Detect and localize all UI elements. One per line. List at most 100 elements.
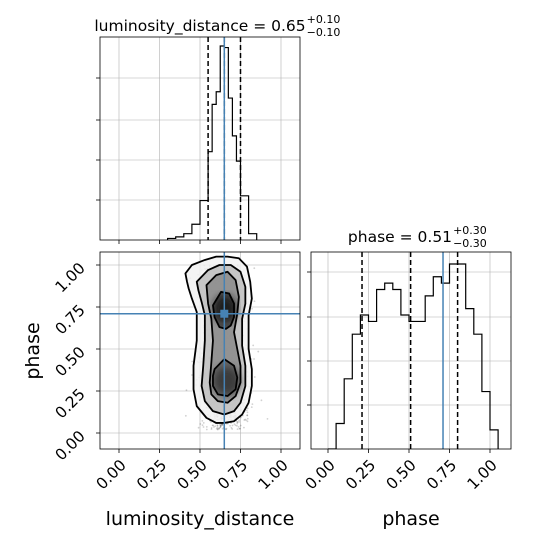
phase-title: phase = 0.51: [348, 228, 452, 246]
scatter-point: [244, 418, 247, 421]
scatter-point: [221, 423, 224, 426]
scatter-point: [245, 409, 248, 412]
scatter-point: [240, 416, 242, 419]
y-tick-label-phase: 0.00: [52, 427, 89, 464]
truth-marker: [220, 309, 229, 318]
scatter-point: [266, 417, 269, 420]
scatter-point: [219, 424, 222, 427]
2d-density-frame: [99, 251, 301, 450]
scatter-point: [233, 423, 236, 426]
y-tick-label-phase: 0.25: [52, 385, 89, 422]
ld-histogram-ticks: [96, 77, 282, 244]
scatter-point: [251, 307, 253, 310]
phase-histogram-ticks: [307, 271, 491, 453]
scatter-point: [236, 421, 239, 424]
scatter-point: [243, 419, 246, 421]
x-tick-label-phase: 1.00: [464, 456, 501, 493]
scatter-point: [250, 406, 253, 409]
x-tick-label-phase: 0.75: [423, 456, 460, 493]
scatter-point: [221, 424, 224, 427]
panel-phase-histogram: [307, 251, 512, 453]
scatter-point: [215, 427, 218, 430]
scatter-point: [199, 423, 202, 425]
ld-title: luminosity_distance = 0.65: [94, 17, 305, 36]
scatter-point: [252, 344, 255, 347]
scatter-point: [234, 424, 237, 427]
scatter-point: [220, 423, 223, 426]
ld-histogram-marks: [167, 37, 258, 240]
scatter-point: [201, 424, 204, 427]
panel-ld-histogram: [96, 36, 301, 244]
x-tick-label-phase: 0.00: [302, 456, 339, 493]
scatter-point: [225, 428, 228, 431]
x-tick-label-phase: 0.25: [342, 456, 379, 493]
scatter-point: [214, 425, 217, 428]
scatter-point: [238, 427, 241, 430]
scatter-point: [238, 420, 241, 423]
2d-density-ticks: [96, 264, 282, 453]
y-tick-label-phase: 1.00: [52, 259, 89, 296]
scatter-point: [239, 427, 241, 430]
scatter-point: [210, 428, 213, 430]
phase-title-plus: +0.30: [453, 224, 487, 237]
scatter-point: [246, 411, 249, 414]
contour-level-2: [195, 264, 247, 416]
contour-level-5: [212, 358, 239, 397]
scatter-point: [231, 424, 234, 427]
scatter-point: [201, 419, 204, 422]
scatter-point: [229, 424, 231, 427]
scatter-point: [246, 407, 249, 410]
phase-title-minus: −0.30: [453, 237, 487, 250]
scatter-point: [246, 414, 249, 417]
scatter-point: [211, 424, 214, 427]
scatter-point: [253, 267, 256, 270]
y-tick-label-phase: 0.75: [52, 301, 89, 338]
scatter-point: [216, 428, 219, 431]
ld-title-plus: +0.10: [307, 13, 341, 26]
scatter-point: [253, 358, 255, 360]
x-tick-label-ld: 1.00: [255, 456, 292, 493]
scatter-point: [185, 389, 188, 392]
x-tick-label-ld: 0.25: [133, 456, 170, 493]
panel-2d-density: [96, 251, 301, 453]
scatter-point: [231, 428, 234, 430]
density-peak-lower: [213, 366, 240, 395]
x-tick-label-ld: 0.00: [93, 456, 130, 493]
ld-histogram-step: [167, 45, 258, 240]
y-tick-label-phase: 0.50: [52, 343, 89, 380]
scatter-point: [225, 427, 228, 430]
scatter-point: [238, 419, 240, 422]
scatter-point: [230, 426, 233, 429]
scatter-point: [191, 374, 193, 376]
scatter-point: [236, 421, 239, 423]
contour-level-3: [205, 270, 242, 404]
scatter-point: [212, 424, 215, 427]
scatter-point: [219, 425, 222, 428]
scatter-point: [219, 424, 222, 427]
x-tick-label-ld: 0.50: [174, 456, 211, 493]
scatter-point: [219, 426, 221, 429]
scatter-point: [218, 427, 221, 430]
x-tick-label-ld: 0.75: [214, 456, 251, 493]
contour-level-1: [184, 255, 253, 424]
density-marks: [100, 252, 300, 449]
scatter-point: [216, 425, 219, 427]
scatter-point: [191, 360, 194, 363]
x-axis-label-phase: phase: [382, 508, 439, 530]
x-axis-label-luminosity-distance: luminosity_distance: [106, 508, 295, 530]
scatter-point: [245, 419, 248, 422]
scatter-point: [205, 425, 208, 428]
density-peak-upper: [214, 295, 237, 322]
scatter-point: [216, 424, 219, 427]
scatter-point: [197, 426, 200, 429]
ld-title-minus: −0.10: [307, 26, 341, 39]
scatter-point: [216, 426, 219, 429]
scatter-point: [236, 422, 239, 425]
scatter-point: [205, 428, 208, 431]
x-tick-label-phase: 0.50: [383, 456, 420, 493]
scatter-point: [236, 424, 238, 427]
scatter-point: [243, 426, 245, 429]
scatter-point: [218, 427, 220, 430]
scatter-point: [236, 428, 239, 431]
